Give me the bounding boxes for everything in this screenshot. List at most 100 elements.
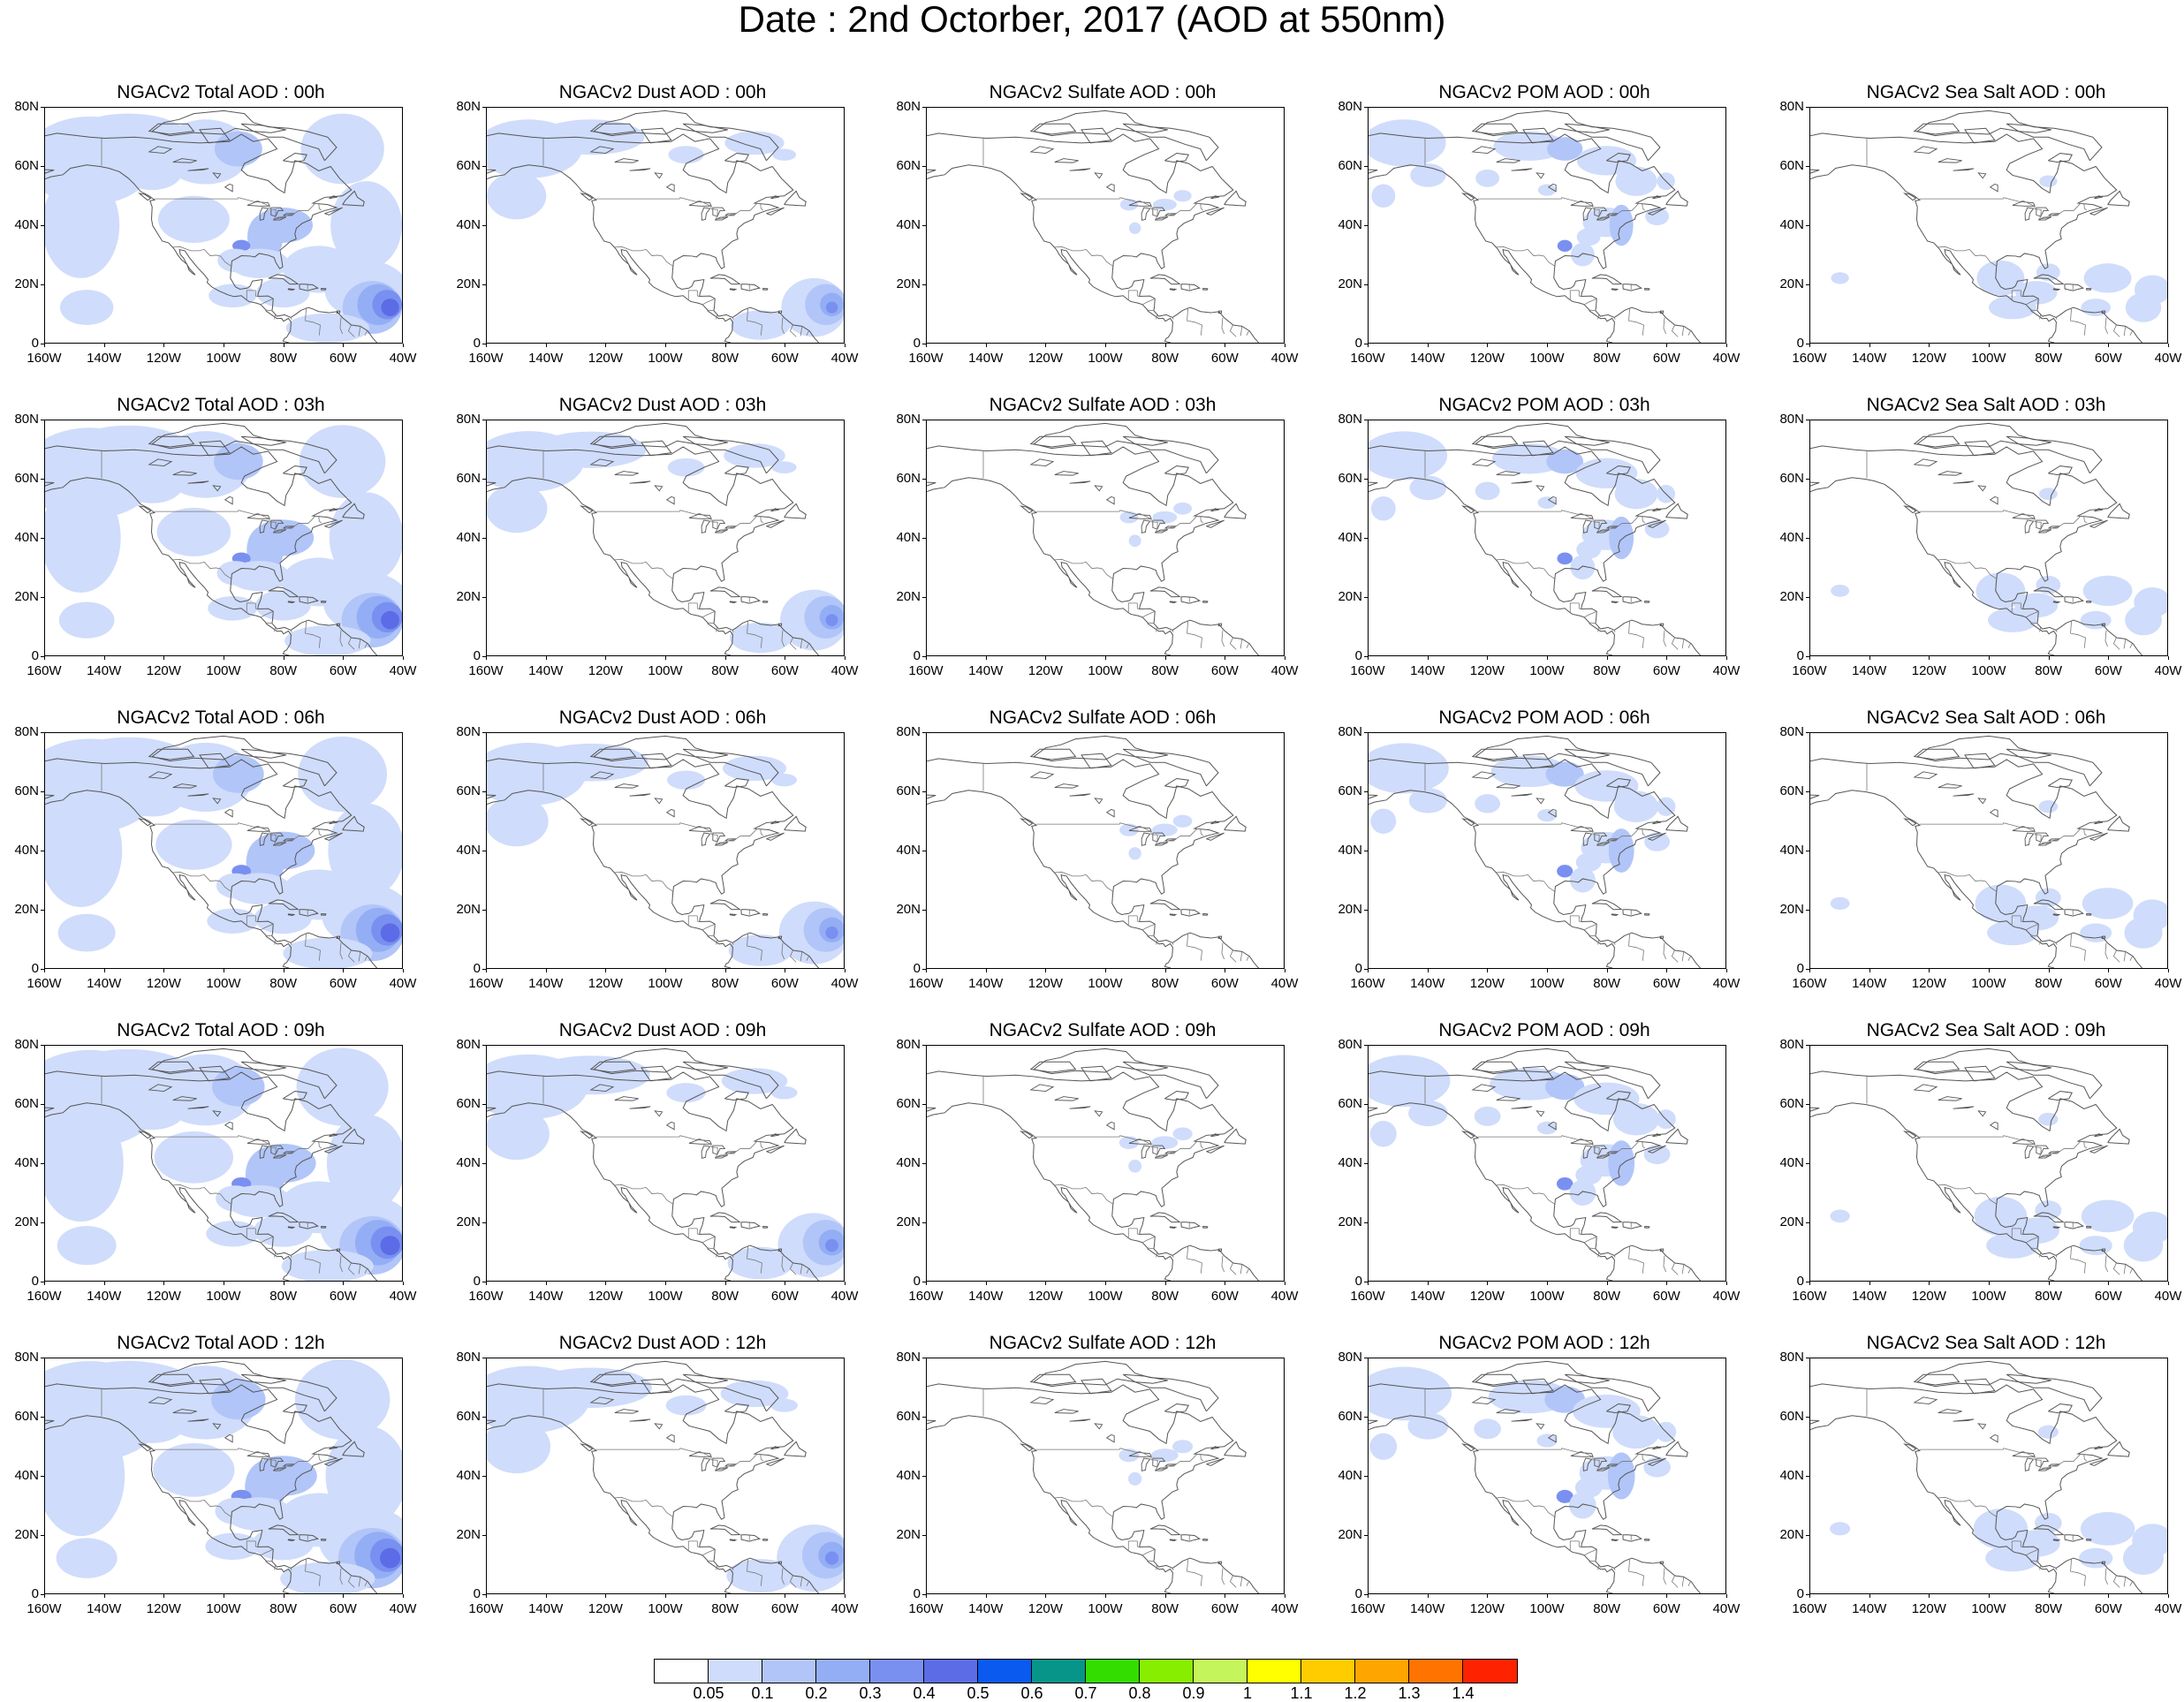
coastline: [1659, 310, 1665, 314]
longitude-tick-label: 60W: [2094, 663, 2122, 678]
longitude-tick: [2048, 344, 2050, 347]
lake-outline: [2012, 1138, 2036, 1145]
aod-contour: [2134, 275, 2167, 305]
longitude-tick: [1809, 656, 1810, 660]
country-border: [2025, 610, 2039, 618]
country-border: [2104, 942, 2109, 960]
coastline: [1591, 1212, 1623, 1223]
latitude-tick: [41, 910, 44, 911]
latitude-tick-label: 40N: [1779, 1155, 1804, 1170]
country-border: [1628, 1245, 1644, 1274]
latitude-tick-label: 80N: [456, 1350, 481, 1365]
lake-outline: [712, 1145, 726, 1155]
latitude-tick: [482, 1417, 486, 1418]
aod-contour: [1172, 1127, 1193, 1141]
country-border: [305, 1245, 321, 1274]
coastline: [1020, 193, 1034, 201]
longitude-tick: [343, 1282, 345, 1285]
longitude-tick-label: 40W: [1712, 351, 1740, 366]
map-plot-area: [1809, 107, 2168, 344]
coastline: [1029, 1373, 1077, 1386]
aod-contour: [1830, 1522, 1851, 1536]
lake-outline: [1105, 1121, 1115, 1131]
lake-outline: [665, 1433, 675, 1443]
coastline: [927, 445, 1260, 655]
latitude-tick-label: 20N: [896, 276, 921, 291]
coastline: [593, 735, 779, 787]
coastline: [589, 748, 637, 760]
lake-outline: [589, 1084, 615, 1092]
coastline: [1903, 193, 1917, 201]
lake-outline: [688, 826, 712, 832]
aod-map: [1369, 1360, 1702, 1593]
lake-outline: [1471, 1084, 1497, 1092]
aod-contour: [153, 1442, 235, 1497]
latitude-tick-label: 60N: [896, 783, 921, 798]
lake-outline: [1155, 1154, 1168, 1159]
coastline: [927, 758, 1260, 968]
country-border: [305, 1558, 321, 1586]
longitude-tick-label: 120W: [1911, 976, 1946, 991]
longitude-tick: [2108, 969, 2110, 972]
colorbar-label: 0.6: [1020, 1684, 1043, 1702]
country-border: [1148, 1560, 1154, 1562]
country-border: [2011, 1228, 2021, 1238]
longitude-tick-label: 60W: [1210, 663, 1239, 678]
coastline: [487, 1070, 820, 1281]
colorbar-label: 1.1: [1290, 1684, 1313, 1702]
country-border: [1628, 620, 1644, 648]
country-border: [708, 309, 714, 312]
latitude-tick: [41, 656, 44, 657]
latitude-tick-label: 80N: [896, 1350, 921, 1365]
latitude-tick-label: 0: [473, 1586, 481, 1601]
coastline: [682, 435, 728, 446]
country-border: [364, 1581, 368, 1586]
aod-contour: [825, 1238, 839, 1252]
coastline: [784, 815, 807, 832]
lake-outline: [1054, 1409, 1079, 1414]
country-border: [2011, 602, 2021, 613]
country-border: [1187, 933, 1202, 961]
longitude-tick-label: 40W: [830, 351, 859, 366]
lake-outline: [2012, 200, 2036, 207]
aod-map: [487, 735, 844, 968]
longitude-tick-label: 60W: [770, 1289, 799, 1304]
colorbar-label: 0.2: [805, 1684, 828, 1702]
longitude-tick-label: 60W: [770, 976, 799, 991]
coastline: [148, 748, 195, 760]
lake-outline: [1536, 1423, 1545, 1430]
lake-outline: [2012, 513, 2036, 519]
aod-contour: [2132, 1211, 2167, 1244]
country-border: [806, 956, 809, 961]
aod-contour: [1545, 761, 1584, 787]
coastline: [729, 1539, 738, 1541]
coastline: [1622, 284, 1643, 291]
country-border: [1589, 1247, 1596, 1250]
longitude-tick-label: 140W: [528, 976, 564, 991]
coastline: [1522, 753, 1554, 769]
aod-contour: [1569, 867, 1596, 893]
lake-outline: [2012, 826, 2036, 832]
panel-title: NGACv2 Total AOD : 06h: [117, 707, 325, 728]
country-border: [1938, 1184, 1998, 1206]
map-panel: NGACv2 POM AOD : 06h 80N 60N 40N 20N 0 160W 140…: [1323, 707, 1765, 1008]
aod-contour: [329, 492, 402, 584]
coastline: [1522, 1065, 1554, 1082]
latitude-tick: [1364, 1535, 1368, 1536]
longitude-tick: [163, 969, 165, 972]
longitude-tick: [2108, 344, 2110, 347]
aod-contour: [1644, 832, 1671, 851]
longitude-tick: [1869, 969, 1870, 972]
aod-contour: [2082, 888, 2134, 919]
aod-map: [927, 422, 1260, 655]
aod-contour: [284, 625, 371, 655]
coastline: [1149, 274, 1181, 285]
coastline: [1643, 1538, 1650, 1541]
aod-contour: [2037, 1425, 2059, 1439]
map-panel: NGACv2 Sulfate AOD : 03h 80N 60N 40N 20N 0 160…: [882, 395, 1323, 695]
country-border: [246, 915, 256, 926]
lake-outline: [172, 471, 197, 476]
coastline: [1206, 207, 1225, 216]
coastline: [1643, 912, 1650, 916]
panel-title: NGACv2 Sea Salt AOD : 12h: [1866, 1333, 2106, 1353]
